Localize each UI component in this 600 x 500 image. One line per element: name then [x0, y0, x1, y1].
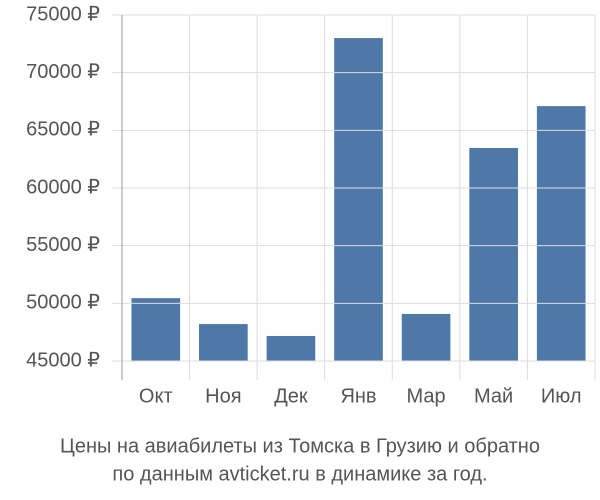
bar [334, 38, 383, 362]
bar [266, 335, 316, 361]
x-tick-label: Ноя [205, 385, 241, 407]
bar [199, 324, 248, 361]
y-tick-label: 60000 ₽ [26, 176, 100, 198]
chart-title: по данным avticket.ru в динамике за год. [112, 463, 487, 485]
bar [401, 313, 451, 361]
chart-title: Цены на авиабилеты из Томска в Грузию и … [60, 435, 540, 457]
x-tick-label: Май [474, 385, 513, 407]
bar [536, 106, 586, 361]
y-tick-label: 55000 ₽ [26, 234, 100, 256]
x-tick-label: Янв [340, 385, 376, 407]
y-tick-label: 50000 ₽ [26, 292, 100, 314]
y-tick-label: 65000 ₽ [26, 119, 100, 141]
x-tick-label: Окт [139, 385, 173, 407]
x-tick-label: Дек [274, 385, 308, 407]
y-tick-label: 75000 ₽ [26, 3, 100, 25]
x-tick-label: Мар [407, 385, 446, 407]
bar [469, 147, 518, 361]
bar [131, 298, 181, 361]
y-tick-label: 70000 ₽ [26, 61, 100, 83]
x-tick-label: Июл [541, 385, 582, 407]
y-tick-label: 45000 ₽ [26, 349, 100, 371]
